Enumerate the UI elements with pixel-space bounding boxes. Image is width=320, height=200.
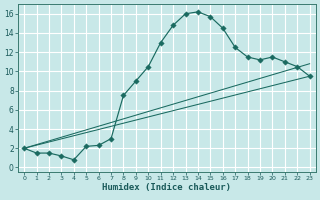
X-axis label: Humidex (Indice chaleur): Humidex (Indice chaleur): [102, 183, 231, 192]
